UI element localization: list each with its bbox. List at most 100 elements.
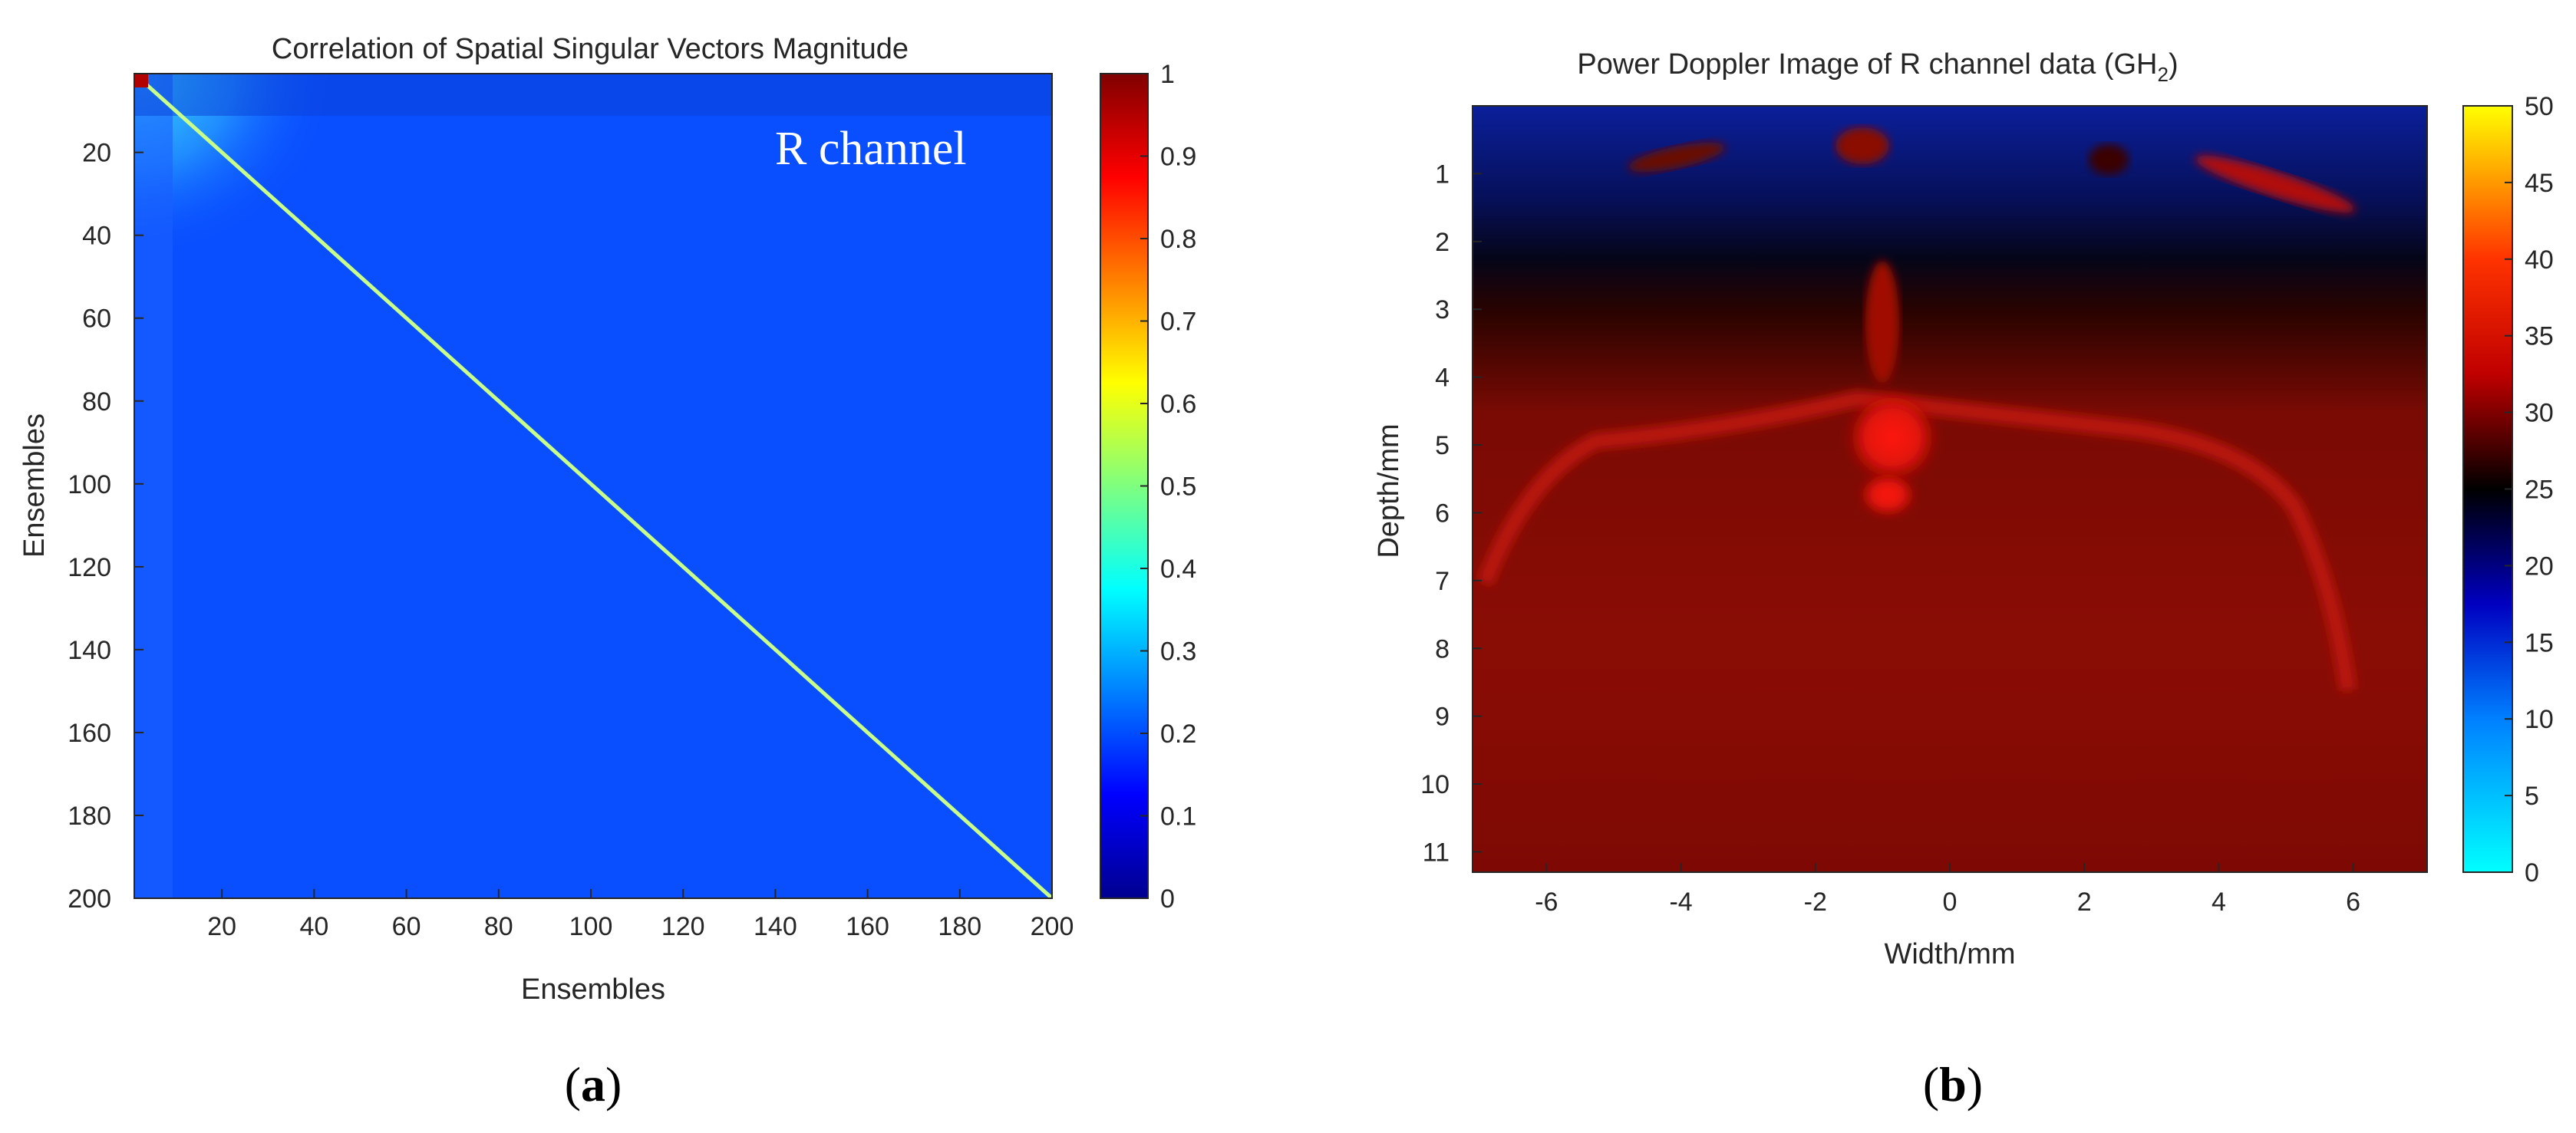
doppler-vessel-top-3 xyxy=(2089,144,2129,175)
caption-b-letter: b xyxy=(1939,1057,1967,1112)
colorbar-tick-label: 30 xyxy=(2525,399,2554,428)
chart-b-title-main: Power Doppler Image of R channel data (G… xyxy=(1577,48,2157,81)
doppler-vessel-top-1 xyxy=(1628,142,1726,173)
y-tick-label: 10 xyxy=(1420,770,1450,799)
x-tick-label: 200 xyxy=(1031,912,1074,941)
y-tick-label: 20 xyxy=(82,139,111,168)
x-tick-label: 180 xyxy=(938,912,981,941)
colorbar-tick-label: 0 xyxy=(2525,858,2539,888)
chart-b-title: Power Doppler Image of R channel data (G… xyxy=(1577,48,2178,86)
colorbar-tick-label: 0.5 xyxy=(1160,473,1196,502)
x-tick-label: 40 xyxy=(299,912,328,941)
doppler-hotspot-lower xyxy=(1859,472,1917,518)
y-tick-label: 2 xyxy=(1435,228,1450,257)
x-tick-label: 80 xyxy=(484,912,513,941)
colorbar-a xyxy=(1100,73,1149,899)
panel-b: Power Doppler Image of R channel data (G… xyxy=(1373,48,2554,1112)
y-tick-label: 180 xyxy=(68,802,111,831)
chart-b-x-ticks: -6 -4 -2 0 2 4 6 xyxy=(1535,863,2360,917)
caption-b: (b) xyxy=(1923,1057,1983,1112)
heatmap-a-diagonal xyxy=(133,72,1054,900)
y-tick-label: 80 xyxy=(82,387,111,417)
y-tick-label: 8 xyxy=(1435,634,1450,664)
chart-b-y-ticks: 1 2 3 4 5 6 7 8 9 10 11 xyxy=(1420,160,1482,867)
chart-a-y-label: Ensembles xyxy=(18,413,51,558)
chart-b-y-label: Depth/mm xyxy=(1373,423,1405,558)
panel-a: Correlation of Spatial Singular Vectors … xyxy=(18,33,1196,1112)
colorbar-b xyxy=(2462,105,2513,873)
colorbar-tick-label: 50 xyxy=(2525,92,2554,121)
colorbar-tick-label: 10 xyxy=(2525,705,2554,734)
chart-b-title-suffix: ) xyxy=(2169,48,2179,81)
x-tick-label: 4 xyxy=(2212,888,2226,917)
x-tick-label: -6 xyxy=(1535,888,1558,917)
chart-a-axes-box xyxy=(134,73,1053,899)
y-tick-label: 100 xyxy=(68,470,111,499)
colorbar-tick-label: 0.2 xyxy=(1160,720,1196,749)
chart-a-x-label: Ensembles xyxy=(521,973,665,1006)
caption-a-letter: a xyxy=(581,1057,605,1112)
x-tick-label: 160 xyxy=(846,912,889,941)
y-tick-label: 11 xyxy=(1423,838,1450,867)
chart-a-y-ticks: 20 40 60 80 100 120 140 160 180 200 xyxy=(68,139,143,914)
y-tick-label: 1 xyxy=(1435,160,1450,189)
heatmap-a-diagonal-peak xyxy=(134,74,148,87)
colorbar-tick-label: 0.8 xyxy=(1160,225,1196,254)
chart-b-title-subscript: 2 xyxy=(2158,63,2169,86)
x-tick-label: -2 xyxy=(1804,888,1827,917)
y-tick-label: 140 xyxy=(68,636,111,665)
y-tick-label: 60 xyxy=(82,305,111,334)
colorbar-tick-label: 5 xyxy=(2525,782,2539,811)
x-tick-label: 20 xyxy=(207,912,236,941)
x-tick-label: 140 xyxy=(754,912,797,941)
y-tick-label: 9 xyxy=(1435,703,1450,732)
doppler-hotspot-main xyxy=(1845,390,1940,485)
colorbar-tick-label: 0.7 xyxy=(1160,308,1196,337)
colorbar-a-ticks: 0 0.1 0.2 0.3 0.4 0.5 0.6 0.7 0.8 0.9 1 xyxy=(1140,60,1196,914)
doppler-vessel-stem xyxy=(1865,261,1899,384)
x-tick-label: -4 xyxy=(1669,888,1692,917)
heatmap-a-left-band xyxy=(134,74,173,898)
y-tick-label: 6 xyxy=(1435,499,1450,528)
y-tick-label: 200 xyxy=(68,884,111,914)
colorbar-tick-label: 0.1 xyxy=(1160,802,1196,832)
colorbar-tick-label: 0.3 xyxy=(1160,637,1196,667)
colorbar-tick-label: 15 xyxy=(2525,628,2554,657)
chart-a-x-ticks: 20 40 60 80 100 120 140 160 180 200 xyxy=(207,889,1074,941)
colorbar-tick-label: 0.6 xyxy=(1160,390,1196,419)
y-tick-label: 5 xyxy=(1435,431,1450,460)
chart-b-plot-area xyxy=(1473,106,2427,872)
y-tick-label: 7 xyxy=(1435,567,1450,596)
x-tick-label: 120 xyxy=(661,912,705,941)
chart-a-title: Correlation of Spatial Singular Vectors … xyxy=(272,33,909,65)
colorbar-tick-label: 0.9 xyxy=(1160,143,1196,172)
colorbar-tick-label: 1 xyxy=(1160,60,1175,89)
colorbar-tick-label: 25 xyxy=(2525,476,2554,505)
annotation-r-channel: R channel xyxy=(775,123,967,175)
heatmap-a-top-band xyxy=(134,74,1052,116)
y-tick-label: 4 xyxy=(1435,364,1450,393)
colorbar-tick-label: 45 xyxy=(2525,169,2554,198)
chart-b-x-label: Width/mm xyxy=(1885,938,2016,970)
y-tick-label: 160 xyxy=(68,719,111,748)
doppler-vessel-top-2 xyxy=(1836,127,1889,164)
x-tick-label: 60 xyxy=(392,912,421,941)
colorbar-tick-label: 0 xyxy=(1160,884,1175,914)
colorbar-tick-label: 40 xyxy=(2525,245,2554,275)
colorbar-tick-label: 0.4 xyxy=(1160,555,1196,584)
colorbar-b-ticks: 0 5 10 15 20 25 30 35 40 45 50 xyxy=(2505,92,2554,888)
chart-a-plot-area xyxy=(133,72,1054,900)
x-tick-label: 0 xyxy=(1943,888,1958,917)
x-tick-label: 100 xyxy=(569,912,613,941)
y-tick-label: 40 xyxy=(82,222,111,251)
y-tick-label: 3 xyxy=(1435,295,1450,324)
doppler-vessel-top-4 xyxy=(2195,155,2356,213)
y-tick-label: 120 xyxy=(68,553,111,582)
colorbar-tick-label: 35 xyxy=(2525,322,2554,351)
x-tick-label: 6 xyxy=(2346,888,2360,917)
colorbar-tick-label: 20 xyxy=(2525,552,2554,581)
x-tick-label: 2 xyxy=(2077,888,2092,917)
caption-a: (a) xyxy=(565,1057,622,1112)
doppler-vessel-arch xyxy=(1476,390,2357,692)
